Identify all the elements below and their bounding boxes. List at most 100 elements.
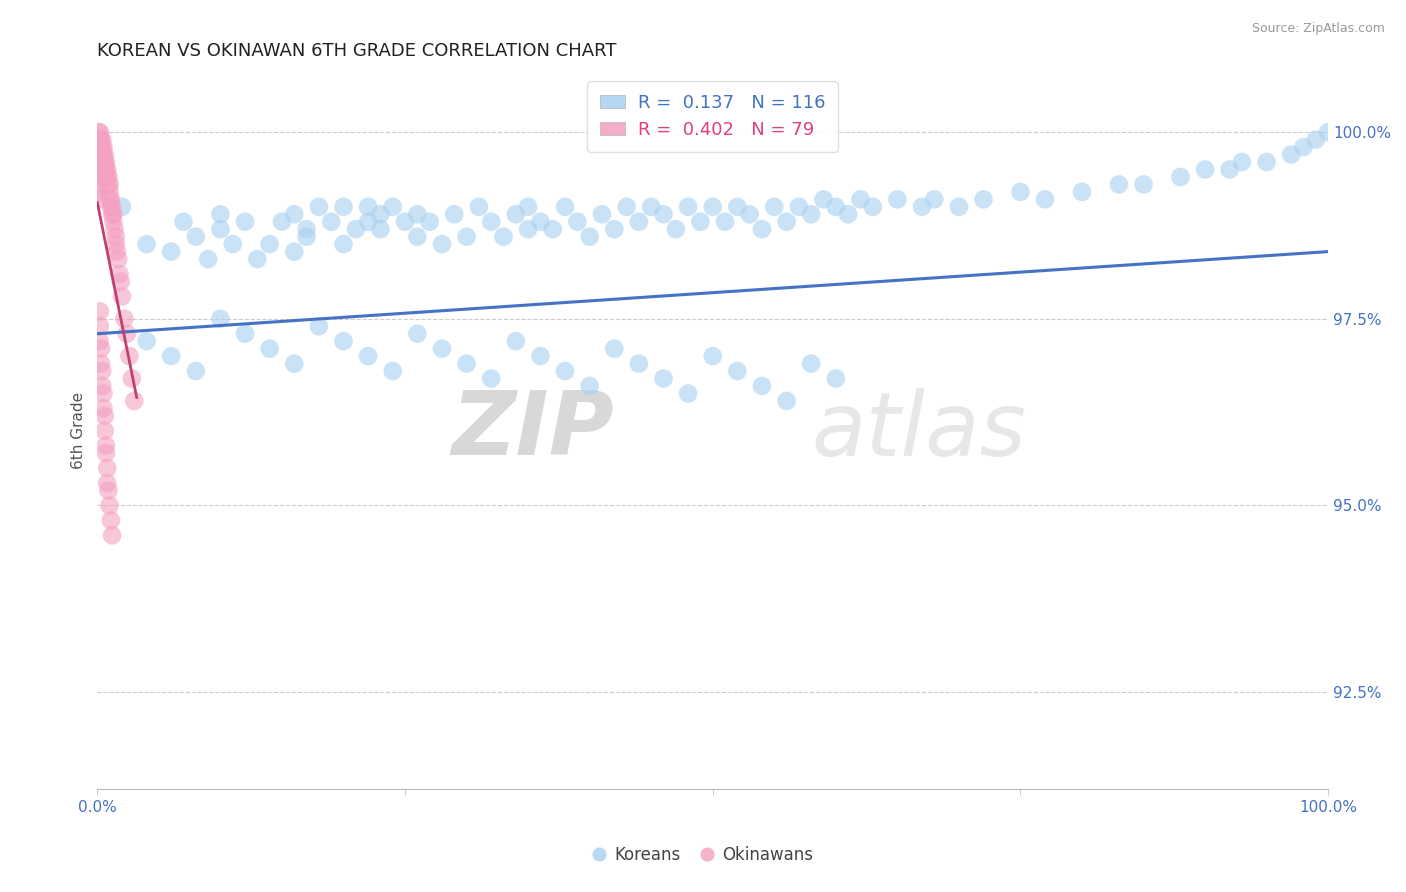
Point xyxy=(849,192,872,206)
Point xyxy=(541,222,564,236)
Point xyxy=(90,133,112,147)
Point xyxy=(973,192,995,206)
Point xyxy=(91,155,114,169)
Point xyxy=(751,222,773,236)
Point xyxy=(184,364,207,378)
Point xyxy=(90,147,112,161)
Point xyxy=(222,237,245,252)
Point xyxy=(160,244,183,259)
Point xyxy=(90,155,112,169)
Point xyxy=(479,215,502,229)
Point xyxy=(135,237,157,252)
Point xyxy=(93,147,115,161)
Point xyxy=(89,147,111,161)
Point xyxy=(406,326,429,341)
Point xyxy=(824,371,846,385)
Point xyxy=(676,200,699,214)
Point xyxy=(603,222,626,236)
Point xyxy=(332,334,354,349)
Point xyxy=(1292,140,1315,154)
Point xyxy=(97,483,120,498)
Point xyxy=(616,200,638,214)
Point xyxy=(627,357,650,371)
Point xyxy=(911,200,934,214)
Point xyxy=(321,215,343,229)
Point xyxy=(135,334,157,349)
Point xyxy=(308,319,330,334)
Point xyxy=(948,200,970,214)
Point xyxy=(89,319,111,334)
Point xyxy=(100,192,122,206)
Point xyxy=(283,244,305,259)
Point xyxy=(394,215,416,229)
Point xyxy=(763,200,786,214)
Point xyxy=(357,200,380,214)
Point xyxy=(271,215,294,229)
Point xyxy=(456,229,478,244)
Point xyxy=(1194,162,1216,177)
Point xyxy=(93,409,115,423)
Point xyxy=(121,371,143,385)
Point xyxy=(1170,169,1192,184)
Point xyxy=(1279,147,1302,161)
Point xyxy=(184,229,207,244)
Point xyxy=(824,200,846,214)
Point xyxy=(98,192,121,206)
Point xyxy=(406,207,429,221)
Point xyxy=(603,342,626,356)
Point xyxy=(91,379,114,393)
Point xyxy=(665,222,688,236)
Point xyxy=(93,147,115,161)
Point xyxy=(111,200,134,214)
Point xyxy=(93,155,115,169)
Point xyxy=(468,200,491,214)
Point xyxy=(96,162,118,177)
Point xyxy=(89,304,111,318)
Point xyxy=(112,311,135,326)
Point xyxy=(332,200,354,214)
Point xyxy=(108,267,131,281)
Point xyxy=(87,155,110,169)
Point xyxy=(1219,162,1241,177)
Point xyxy=(93,424,115,438)
Point xyxy=(381,200,404,214)
Point xyxy=(87,178,110,192)
Point xyxy=(107,252,129,266)
Legend: Koreans, Okinawans: Koreans, Okinawans xyxy=(586,839,820,871)
Point xyxy=(295,222,318,236)
Point xyxy=(87,185,110,199)
Legend: R =  0.137   N = 116, R =  0.402   N = 79: R = 0.137 N = 116, R = 0.402 N = 79 xyxy=(588,81,838,152)
Point xyxy=(283,207,305,221)
Point xyxy=(101,200,124,214)
Point xyxy=(100,200,122,214)
Point xyxy=(591,207,613,221)
Point xyxy=(554,364,576,378)
Point xyxy=(517,222,540,236)
Point xyxy=(714,215,737,229)
Point xyxy=(96,461,118,475)
Point xyxy=(94,439,117,453)
Point xyxy=(862,200,884,214)
Point xyxy=(702,200,724,214)
Point xyxy=(800,207,823,221)
Point xyxy=(101,207,124,221)
Point xyxy=(87,192,110,206)
Point xyxy=(87,133,110,147)
Point xyxy=(738,207,761,221)
Point xyxy=(295,229,318,244)
Point xyxy=(103,215,125,229)
Point xyxy=(97,178,120,192)
Point xyxy=(94,169,117,184)
Point xyxy=(100,513,122,527)
Point xyxy=(775,393,797,408)
Point xyxy=(87,169,110,184)
Point xyxy=(1108,178,1130,192)
Point xyxy=(1256,155,1278,169)
Point xyxy=(283,357,305,371)
Point xyxy=(725,200,748,214)
Point xyxy=(89,133,111,147)
Point xyxy=(246,252,269,266)
Point xyxy=(124,393,146,408)
Point xyxy=(505,207,527,221)
Point xyxy=(554,200,576,214)
